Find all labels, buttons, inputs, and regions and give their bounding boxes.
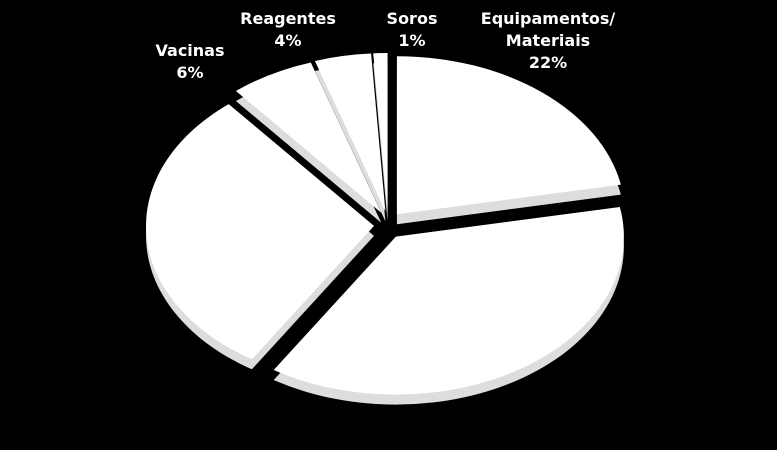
slice-group: [235, 62, 382, 223]
value-label: 1%: [398, 31, 426, 50]
value-label: 6%: [176, 63, 204, 82]
category-name: Soros: [386, 9, 438, 28]
slice-group: [373, 53, 388, 222]
slice-label: Equipamentos/ Materiais 22%: [481, 8, 615, 74]
slice-group: [273, 206, 624, 405]
slice: [373, 53, 388, 212]
slice: [314, 53, 386, 212]
category-name: Equipamentos/ Materiais: [480, 9, 616, 50]
category-name: Reagentes: [240, 9, 336, 28]
slice-group: [396, 56, 621, 225]
slice: [146, 104, 375, 360]
value-label: 4%: [274, 31, 302, 50]
slice: [396, 56, 621, 215]
value-label: 22%: [528, 53, 568, 72]
slice-group: [314, 53, 386, 222]
slice: [273, 206, 624, 395]
slice-label: Vacinas 6%: [156, 40, 225, 84]
slice: [235, 62, 382, 213]
slice-label: Soros 1%: [387, 8, 438, 52]
slice-label: Reagentes 4%: [240, 8, 336, 52]
slice-group: [146, 104, 375, 370]
category-name: Vacinas: [155, 41, 225, 60]
